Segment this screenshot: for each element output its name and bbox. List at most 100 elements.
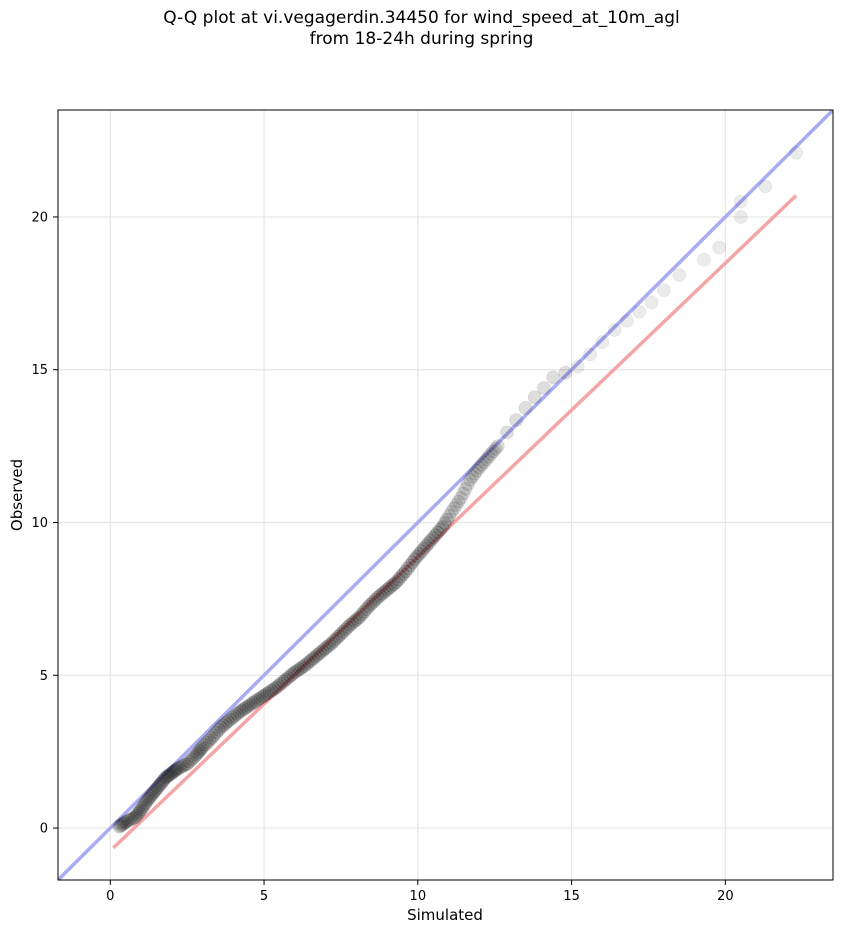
quantile-point: [536, 381, 551, 396]
quantile-point: [324, 636, 339, 651]
quantile-point: [359, 602, 374, 617]
quantile-point: [140, 793, 155, 808]
quantile-point: [509, 413, 524, 428]
quantile-point: [163, 767, 178, 782]
quantile-point: [237, 701, 252, 716]
quantile-point: [488, 441, 503, 456]
quantile-point: [453, 491, 468, 506]
quantile-point: [169, 762, 184, 777]
quantile-point: [446, 501, 461, 516]
quantile-point: [460, 477, 475, 492]
quantile-point: [583, 347, 598, 362]
grid-lines: [58, 110, 833, 880]
quantile-point: [211, 722, 226, 737]
quantile-point: [118, 814, 133, 829]
quantile-point: [230, 706, 245, 721]
quantile-point: [458, 481, 473, 496]
y-tick-label: 10: [31, 516, 48, 531]
quantile-point: [157, 772, 172, 787]
quantile-point: [167, 763, 182, 778]
quantile-point: [144, 787, 159, 802]
quantile-point: [595, 335, 610, 350]
quantile-point: [435, 520, 450, 535]
quantile-point: [518, 400, 533, 415]
quantile-point: [170, 761, 185, 776]
quantile-point: [336, 624, 351, 639]
quantile-point: [269, 680, 284, 695]
quantile-point: [232, 704, 247, 719]
quantile-point: [451, 494, 466, 509]
quantile-point: [368, 592, 383, 607]
quantile-point: [433, 522, 448, 537]
quantile-point: [267, 682, 282, 697]
quantile-point: [218, 716, 233, 731]
quantile-point: [146, 785, 161, 800]
quantile-point: [115, 817, 130, 832]
quantile-point: [644, 295, 659, 310]
quantile-point: [380, 582, 395, 597]
quantile-point: [225, 710, 240, 725]
quantile-point: [297, 659, 312, 674]
quantile-point: [558, 365, 573, 380]
y-tick-label: 15: [31, 363, 48, 378]
quantile-point: [290, 663, 305, 678]
x-axis-label: Simulated: [407, 906, 483, 924]
quantile-point: [213, 720, 228, 735]
quantile-point: [331, 629, 346, 644]
quantile-point: [366, 594, 381, 609]
quantile-point: [130, 806, 145, 821]
quantile-point: [672, 268, 687, 282]
quantile-point: [386, 576, 401, 591]
quantile-point: [527, 390, 542, 405]
quantile-point: [546, 370, 561, 385]
quantile-point: [262, 685, 277, 700]
quantile-point: [315, 643, 330, 658]
quantile-point: [150, 780, 165, 795]
quantile-point: [733, 194, 748, 209]
fit-line: [112, 194, 798, 850]
quantile-point: [154, 776, 169, 791]
chart-title-line1: Q-Q plot at vi.vegagerdin.34450 for wind…: [163, 8, 680, 28]
quantile-point: [440, 512, 455, 527]
x-tick-label: 5: [260, 889, 268, 904]
quantile-point: [322, 638, 337, 653]
quantile-point: [465, 469, 480, 484]
quantile-point: [414, 544, 429, 559]
quantile-point: [412, 546, 427, 561]
quantile-point: [370, 590, 385, 605]
quantile-point: [164, 766, 179, 781]
x-axis-ticks: 0 5 10 15 20: [106, 880, 734, 904]
quantile-point: [125, 811, 140, 826]
quantile-point: [243, 697, 258, 712]
quantile-point: [132, 804, 147, 819]
quantile-point: [149, 782, 164, 797]
quantile-point: [327, 633, 342, 648]
quantile-point: [467, 466, 482, 481]
quantile-point: [248, 694, 263, 709]
quantile-point: [396, 567, 411, 582]
quantile-point: [294, 660, 309, 675]
quantile-point: [570, 359, 585, 374]
quantile-point: [152, 778, 167, 793]
y-axis-label: Observed: [8, 459, 26, 531]
quantile-point: [180, 756, 195, 771]
quantile-point: [184, 752, 199, 767]
quantile-point: [656, 283, 671, 298]
quantile-point: [449, 497, 464, 512]
quantile-point: [320, 640, 335, 655]
quantile-point: [301, 655, 316, 670]
quantile-point: [338, 622, 353, 637]
quantile-point: [209, 725, 224, 740]
quantile-point: [271, 678, 286, 693]
chart-title: Q-Q plot at vi.vegagerdin.34450 for wind…: [0, 8, 843, 50]
quantile-point: [347, 614, 362, 629]
quantile-point: [134, 802, 149, 817]
quantile-point: [384, 578, 399, 593]
quantile-point: [250, 692, 265, 707]
quantile-point: [273, 676, 288, 691]
quantile-point: [310, 647, 325, 662]
quantile-point: [758, 179, 773, 194]
quantile-point: [207, 728, 222, 743]
quantile-point: [400, 561, 415, 576]
x-tick-label: 0: [106, 889, 114, 904]
